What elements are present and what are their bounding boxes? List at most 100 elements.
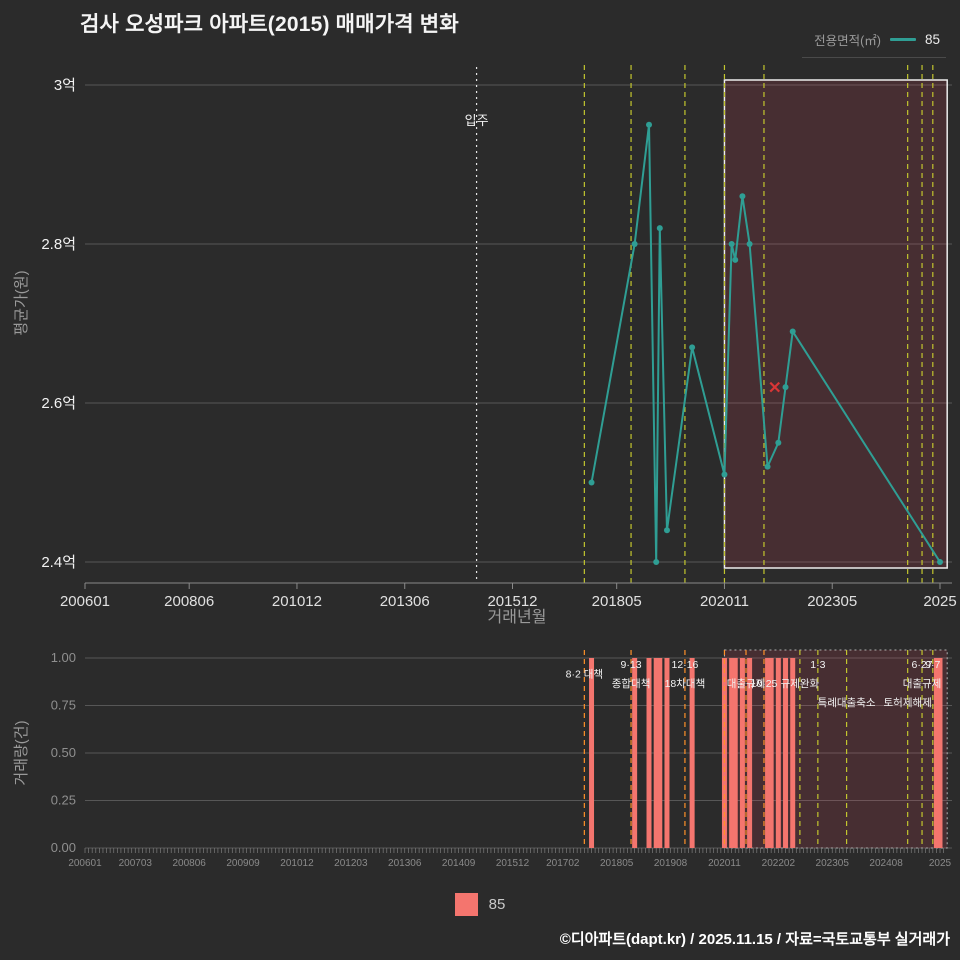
price-ytick-label: 2.4억 [41, 554, 76, 571]
volume-bar[interactable] [646, 658, 652, 848]
area-size-legend-value: 85 [924, 32, 940, 47]
area-size-legend-label: 전용면적(㎡) [814, 34, 881, 48]
volume-xtick-label: 201908 [654, 858, 688, 869]
policy-annotation: 18차대책 [665, 678, 706, 690]
price-point[interactable] [746, 241, 753, 247]
area-size-legend[interactable]: 전용면적(㎡) 85 [802, 30, 946, 58]
price-xtick-label: 202011 [700, 593, 749, 610]
volume-bar[interactable] [657, 658, 663, 848]
footer-credit: ©디아파트(dapt.kr) / 2025.11.15 / 자료=국토교통부 실… [559, 931, 950, 948]
volume-ytick-label: 0.25 [51, 793, 76, 808]
highlight-box-volume [723, 649, 948, 849]
volume-y-title: 거래량(건) [13, 720, 30, 785]
price-point[interactable] [764, 463, 771, 470]
price-xtick-label: 201512 [487, 593, 537, 610]
price-xtick-label: 2025 [923, 593, 956, 610]
volume-xtick-label: 202202 [762, 858, 796, 869]
price-xtick-label: 201012 [272, 593, 322, 610]
cancelled-trade-x-icon [769, 381, 781, 393]
volume-bar[interactable] [790, 658, 796, 848]
price-chart[interactable]: 3억 2.8억 2.6억 2.4억 입주 200601 200806 201012 201306… [0, 55, 960, 635]
volume-chart[interactable]: 1.00 0.75 0.50 0.25 0.00 8·2 대책 9·13 종합대책 12·16 1… [0, 640, 960, 885]
policy-annotation: 10·25 [751, 678, 778, 690]
page-title: 검사 오성파크 아파트(2015) 매매가격 변화 [80, 13, 459, 36]
volume-bar[interactable] [937, 658, 943, 848]
volume-bar[interactable] [653, 658, 659, 848]
policy-annotation: 8·2 대책 [566, 669, 603, 681]
volume-xtick-label: 201805 [600, 858, 634, 869]
volume-ytick-label: 0.00 [51, 840, 76, 855]
volume-xtick-label: 202408 [869, 858, 903, 869]
volume-bar[interactable] [933, 658, 939, 848]
policy-annotation: 9·7 [925, 659, 940, 671]
volume-xtick-label: 202011 [708, 858, 741, 869]
price-point[interactable] [739, 193, 746, 200]
price-point[interactable] [721, 471, 728, 478]
volume-bar[interactable] [775, 658, 781, 848]
policy-annotation: 9·13 [621, 659, 642, 671]
policy-annotation: 대출규제 [903, 678, 942, 690]
policy-annotation: 1·3 [810, 659, 825, 671]
volume-legend-swatch [454, 893, 478, 916]
policy-annotation: 종합대책 [612, 678, 651, 690]
price-point[interactable] [789, 328, 796, 335]
volume-xtick-label: 201012 [280, 858, 314, 869]
volume-ytick-label: 1.00 [51, 650, 76, 665]
volume-xtick-label: 201409 [442, 858, 476, 869]
volume-bar[interactable] [765, 658, 771, 848]
volume-bar[interactable] [589, 658, 595, 848]
price-xtick-label: 202305 [807, 593, 857, 610]
volume-xtick-label: 2025 [929, 858, 952, 869]
price-point[interactable] [646, 121, 653, 128]
price-point[interactable] [663, 527, 670, 534]
policy-annotation: 6·27 [912, 659, 933, 671]
price-point[interactable] [588, 479, 595, 486]
price-ytick-label: 3억 [54, 77, 76, 94]
volume-xtick-label: 201702 [546, 858, 580, 869]
volume-xtick-label: 201512 [496, 858, 530, 869]
volume-bar[interactable] [747, 658, 753, 848]
volume-xtick-label: 200601 [68, 858, 102, 869]
volume-legend[interactable]: 85 [0, 893, 960, 916]
series-line-swatch [889, 38, 916, 41]
price-point[interactable] [653, 559, 660, 565]
volume-bar[interactable] [689, 658, 695, 848]
policy-annotation: 토허제해제 [884, 696, 932, 709]
move-in-label: 입주 [465, 113, 489, 128]
price-ytick-label: 2.8억 [41, 236, 76, 253]
volume-xtick-label: 201306 [388, 858, 422, 869]
volume-xtick-label: 200909 [226, 858, 260, 869]
volume-bar[interactable] [729, 658, 735, 848]
price-xtick-label: 201306 [380, 593, 430, 610]
volume-xtick-label: 202305 [816, 858, 850, 869]
volume-xtick-label: 200806 [172, 858, 206, 869]
volume-bar[interactable] [783, 658, 789, 848]
price-point[interactable] [656, 225, 663, 232]
price-point[interactable] [937, 559, 943, 565]
volume-bar[interactable] [739, 658, 745, 848]
highlight-box-price [723, 79, 948, 569]
price-point[interactable] [689, 344, 696, 351]
volume-bar[interactable] [768, 658, 774, 848]
price-point[interactable] [631, 241, 638, 247]
volume-ytick-label: 0.50 [51, 745, 76, 760]
price-point[interactable] [775, 439, 782, 446]
volume-bar[interactable] [664, 658, 670, 848]
policy-annotation: 특례대출축소 [818, 697, 876, 709]
volume-bar[interactable] [632, 658, 638, 848]
volume-bar[interactable] [732, 658, 738, 848]
price-point[interactable] [732, 256, 739, 263]
price-xtick-label: 200601 [60, 593, 110, 610]
price-x-title: 거래년월 [488, 608, 547, 626]
policy-annotation: 12·16 [672, 659, 699, 671]
price-y-title: 평균가(원) [13, 270, 30, 335]
price-point[interactable] [728, 241, 735, 247]
price-xtick-label: 200806 [164, 593, 214, 610]
price-point[interactable] [782, 384, 789, 391]
price-xtick-label: 201805 [592, 593, 642, 610]
policy-annotation: 대출규제 [727, 678, 766, 690]
volume-ytick-label: 0.75 [51, 698, 76, 713]
volume-xtick-label: 200703 [119, 858, 153, 869]
volume-legend-label: 85 [488, 896, 506, 913]
volume-xtick-label: 201203 [334, 858, 368, 869]
